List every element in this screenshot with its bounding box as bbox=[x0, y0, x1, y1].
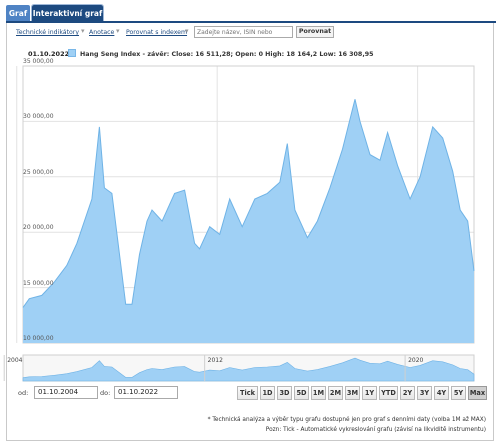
y-tick-label: 35 000,00 bbox=[23, 58, 54, 65]
range-button-ytd[interactable]: YTD bbox=[379, 386, 398, 400]
y-tick-label: 15 000,00 bbox=[23, 279, 54, 287]
compare-button[interactable]: Porovnat bbox=[296, 26, 334, 38]
y-tick-label: 20 000,00 bbox=[23, 224, 54, 232]
compare-dropdown-icon[interactable]: ▾ bbox=[185, 27, 189, 35]
range-button-3m[interactable]: 3M bbox=[345, 386, 360, 400]
range-button-tick[interactable]: Tick bbox=[237, 386, 258, 400]
range-button-3d[interactable]: 3D bbox=[277, 386, 292, 400]
price-line-series[interactable] bbox=[22, 99, 475, 308]
navigator-series bbox=[22, 357, 475, 382]
range-button-max[interactable]: Max bbox=[468, 386, 487, 400]
to-label: do: bbox=[100, 389, 111, 397]
range-button-2y[interactable]: 2Y bbox=[400, 386, 415, 400]
tab-interactive-chart[interactable]: Interaktivní graf bbox=[31, 4, 104, 23]
navigator[interactable] bbox=[3, 354, 475, 382]
legend-text: Hang Seng Index - závěr: Close: 16 511,2… bbox=[80, 51, 374, 58]
annotations-dropdown-icon[interactable]: ▾ bbox=[116, 27, 120, 35]
from-date-input[interactable]: 01.10.2004 bbox=[34, 386, 98, 399]
navigator-year-label: 2020 bbox=[408, 357, 424, 364]
range-button-1m[interactable]: 1M bbox=[311, 386, 326, 400]
range-button-5y[interactable]: 5Y bbox=[451, 386, 466, 400]
range-button-3y[interactable]: 3Y bbox=[417, 386, 432, 400]
from-label: od: bbox=[18, 389, 29, 397]
range-button-4y[interactable]: 4Y bbox=[434, 386, 449, 400]
chart-legend: Hang Seng Index - závěr: Close: 16 511,2… bbox=[68, 49, 373, 58]
legend-swatch bbox=[68, 49, 76, 57]
y-tick-label: 25 000,00 bbox=[23, 168, 54, 176]
note-technical: * Technická analýza a výběr typu grafu d… bbox=[207, 417, 486, 423]
navigator-year-label: 2012 bbox=[207, 357, 223, 364]
note-tick: Pozn: Tick - Automatické vykreslování gr… bbox=[265, 427, 486, 433]
y-tick-label: 30 000,00 bbox=[23, 113, 54, 121]
price-area-series[interactable] bbox=[23, 99, 474, 343]
technical-dropdown-icon[interactable]: ▾ bbox=[81, 27, 85, 35]
range-button-2m[interactable]: 2M bbox=[328, 386, 343, 400]
range-button-1d[interactable]: 1D bbox=[260, 386, 275, 400]
compare-search-input[interactable] bbox=[194, 26, 293, 38]
chart-panel bbox=[6, 23, 494, 441]
navigator-year-label: 2004 bbox=[7, 357, 23, 364]
range-button-1y[interactable]: 1Y bbox=[362, 386, 377, 400]
y-tick-label: 10 000,00 bbox=[23, 335, 54, 342]
chart-date: 01.10.2022 bbox=[28, 50, 70, 58]
to-date-input[interactable]: 01.10.2022 bbox=[114, 386, 178, 399]
tab-underline bbox=[6, 21, 496, 23]
range-button-5d[interactable]: 5D bbox=[294, 386, 309, 400]
annotations-link[interactable]: Anotace bbox=[89, 29, 115, 36]
tab-graf[interactable]: Graf bbox=[6, 5, 30, 22]
technical-indicators-link[interactable]: Technické indikátory bbox=[16, 29, 80, 36]
compare-index-link[interactable]: Porovnat s indexem bbox=[126, 29, 188, 36]
